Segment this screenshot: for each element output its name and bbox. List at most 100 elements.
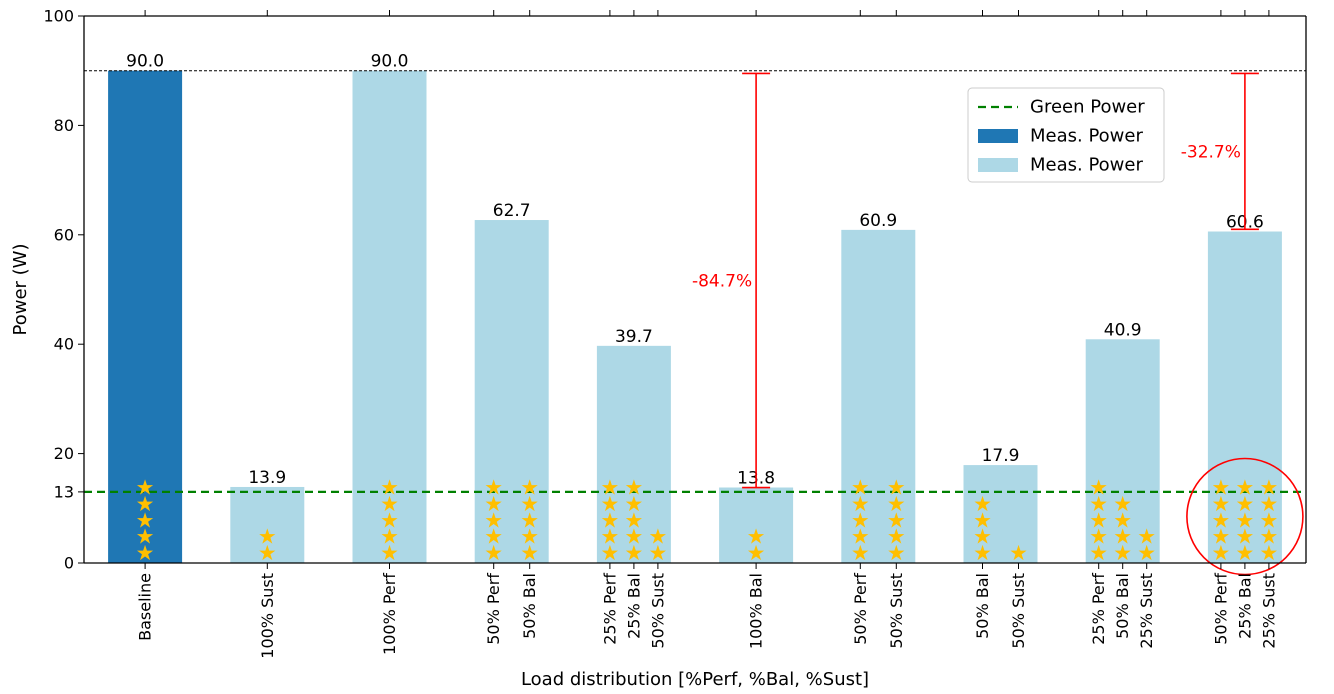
x-tick-label: 25% Perf <box>600 573 619 645</box>
star-icon: ★ <box>1211 492 1230 516</box>
star-icon: ★ <box>600 476 619 500</box>
star-icon: ★ <box>600 492 619 516</box>
y-tick-label: 40 <box>54 335 74 354</box>
x-tick-label: 50% Sust <box>887 573 906 649</box>
star-icon: ★ <box>1211 525 1230 549</box>
star-icon: ★ <box>648 541 667 565</box>
value-labels-layer: 90.013.990.062.739.713.860.917.940.960.6 <box>126 52 1264 489</box>
star-icon: ★ <box>851 508 870 532</box>
bar-value-label: 62.7 <box>493 201 531 221</box>
star-icon: ★ <box>1235 492 1254 516</box>
y-tick-label: 13 <box>54 482 74 501</box>
reference-lines-layer <box>84 70 1306 493</box>
x-tick-label: 25% Bal <box>1235 573 1254 639</box>
star-icon: ★ <box>887 541 906 565</box>
x-tick-label: 100% Sust <box>258 573 277 659</box>
star-icon: ★ <box>600 541 619 565</box>
annotations-layer: -84.7% -32.7% <box>692 72 1304 576</box>
legend-swatch <box>978 129 1018 143</box>
star-icon: ★ <box>600 508 619 532</box>
bar <box>1207 231 1282 563</box>
star-icon: ★ <box>648 525 667 549</box>
bar <box>1085 339 1160 563</box>
y-axis-title: Power (W) <box>10 244 31 336</box>
star-icon: ★ <box>520 525 539 549</box>
star-icon: ★ <box>887 508 906 532</box>
x-tick-label: Baseline <box>136 573 155 641</box>
x-tick-label: 25% Bal <box>624 573 643 639</box>
bar-value-label: 39.7 <box>615 327 653 347</box>
star-icon: ★ <box>520 476 539 500</box>
star-icon: ★ <box>624 492 643 516</box>
y-tick-label: 80 <box>54 116 74 135</box>
star-icon: ★ <box>1089 492 1108 516</box>
bar <box>841 229 916 563</box>
star-icon: ★ <box>973 508 992 532</box>
star-icon: ★ <box>1137 541 1156 565</box>
star-icon: ★ <box>1211 476 1230 500</box>
star-icon: ★ <box>1235 541 1254 565</box>
star-icon: ★ <box>747 525 766 549</box>
star-icon: ★ <box>624 476 643 500</box>
star-icon: ★ <box>136 508 155 532</box>
y-tick-label: 20 <box>54 444 74 463</box>
x-tick-label: 50% Bal <box>1113 573 1132 639</box>
star-icon: ★ <box>1259 476 1278 500</box>
x-tick-label: 50% Sust <box>1009 573 1028 649</box>
star-icon: ★ <box>136 492 155 516</box>
star-icon: ★ <box>380 492 399 516</box>
star-icon: ★ <box>1211 508 1230 532</box>
highlight-circle <box>1186 457 1304 576</box>
star-icon: ★ <box>624 541 643 565</box>
legend-label: Meas. Power <box>1030 126 1143 147</box>
star-icon: ★ <box>851 541 870 565</box>
star-icon: ★ <box>1259 508 1278 532</box>
bar <box>352 70 427 563</box>
star-icon: ★ <box>1211 541 1230 565</box>
bar <box>719 487 794 563</box>
x-tick-label: 100% Bal <box>747 573 766 649</box>
bar <box>963 465 1038 563</box>
star-icon: ★ <box>851 492 870 516</box>
x-tick-label: 25% Perf <box>1089 573 1108 645</box>
star-icon: ★ <box>136 541 155 565</box>
star-icon: ★ <box>747 541 766 565</box>
legend-label: Meas. Power <box>1030 155 1143 176</box>
star-icon: ★ <box>380 508 399 532</box>
star-icon: ★ <box>887 525 906 549</box>
bars-layer <box>108 70 1282 563</box>
star-icon: ★ <box>484 541 503 565</box>
bar-value-label: 90.0 <box>371 52 409 72</box>
star-icon: ★ <box>851 525 870 549</box>
bar-value-label: 60.9 <box>859 211 897 231</box>
star-icon: ★ <box>1089 525 1108 549</box>
star-icon: ★ <box>1259 525 1278 549</box>
bar <box>474 220 549 563</box>
bar <box>108 70 183 563</box>
star-icon: ★ <box>973 525 992 549</box>
star-icon: ★ <box>624 525 643 549</box>
star-icon: ★ <box>1235 476 1254 500</box>
star-icon: ★ <box>484 525 503 549</box>
bar-value-label: 13.9 <box>248 468 286 488</box>
star-icon: ★ <box>1113 541 1132 565</box>
star-icon: ★ <box>380 525 399 549</box>
star-icon: ★ <box>1137 525 1156 549</box>
x-tick-label: 50% Perf <box>484 573 503 645</box>
star-icon: ★ <box>1235 525 1254 549</box>
bar <box>230 486 305 563</box>
star-icon: ★ <box>1113 492 1132 516</box>
star-icon: ★ <box>1089 541 1108 565</box>
star-icon: ★ <box>484 492 503 516</box>
star-icon: ★ <box>973 492 992 516</box>
star-icon: ★ <box>136 476 155 500</box>
x-tick-label: 25% Sust <box>1259 573 1278 649</box>
stars-layer: ★★★★★★★★★★★★★★★★★★★★★★★★★★★★★★★★★★★★★★★★… <box>136 476 1279 566</box>
star-icon: ★ <box>1235 508 1254 532</box>
star-icon: ★ <box>1113 508 1132 532</box>
star-icon: ★ <box>258 525 277 549</box>
annotation-label: -84.7% <box>692 271 752 291</box>
bar <box>596 345 671 563</box>
bar-value-label: 40.9 <box>1104 320 1142 340</box>
